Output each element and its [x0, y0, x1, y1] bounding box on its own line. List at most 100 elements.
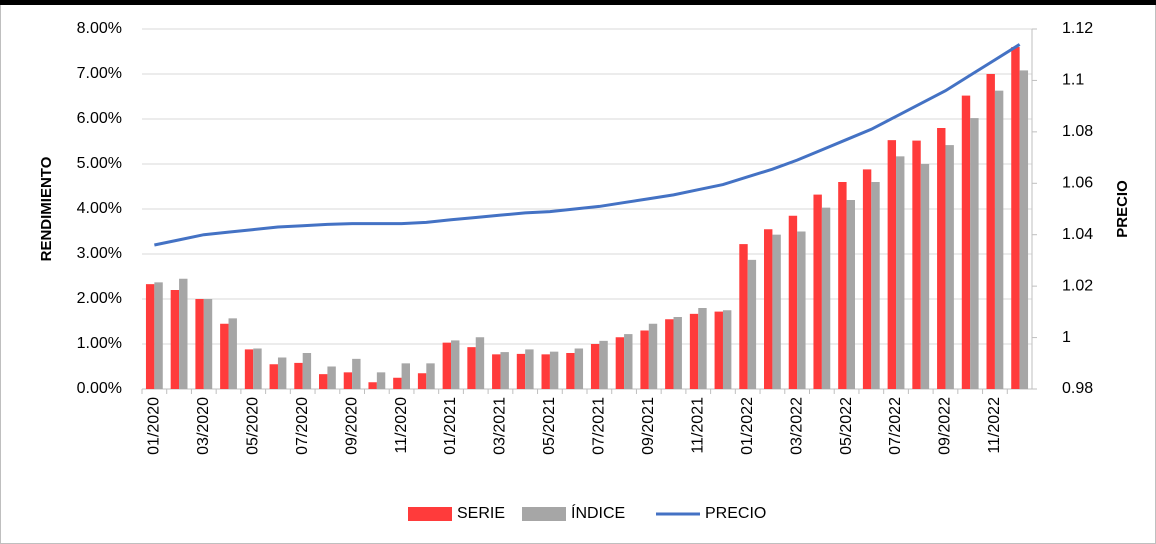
bar — [451, 340, 460, 389]
y2-tick-label: 0.98 — [1062, 380, 1093, 397]
bar — [302, 353, 312, 389]
bar — [475, 337, 485, 389]
y-axis-title: RENDIMIENTO — [38, 156, 55, 261]
bar — [788, 215, 798, 389]
bar — [368, 382, 377, 389]
y2-tick-label: 1 — [1062, 329, 1071, 346]
bar — [277, 357, 287, 389]
x-tick-label: 11/2020 — [393, 397, 410, 454]
bar — [327, 366, 336, 389]
bar — [698, 308, 707, 389]
bar — [492, 354, 501, 389]
bar — [1019, 70, 1029, 390]
bar — [739, 244, 748, 389]
bar — [673, 317, 682, 389]
legend-swatch — [522, 507, 566, 521]
y2-tick-label: 1.1 — [1062, 72, 1084, 89]
bar — [887, 140, 897, 389]
x-tick-label: 09/2021 — [640, 397, 657, 455]
bar — [624, 334, 633, 389]
legend-label: SERIE — [457, 505, 505, 522]
y2-axis-title: PRECIO — [1114, 180, 1131, 238]
y-tick-label: 4.00% — [77, 200, 122, 217]
y-tick-label: 1.00% — [77, 335, 122, 352]
bar — [228, 318, 237, 389]
bar — [871, 182, 880, 389]
bar — [961, 95, 971, 389]
bar — [500, 352, 509, 389]
bar — [912, 140, 921, 389]
y2-tick-label: 1.08 — [1062, 123, 1093, 140]
bar — [294, 362, 303, 389]
bar — [154, 282, 163, 389]
bar — [376, 372, 386, 389]
bar — [994, 90, 1004, 390]
x-tick-label: 09/2022 — [937, 397, 954, 455]
bar — [426, 363, 435, 389]
bar — [343, 372, 353, 389]
y-tick-label: 0.00% — [77, 380, 122, 397]
y2-tick-label: 1.12 — [1062, 20, 1093, 37]
y-tick-label: 7.00% — [77, 65, 122, 82]
bar — [689, 313, 699, 389]
x-tick-label: 11/2021 — [689, 397, 706, 454]
bar — [599, 340, 608, 389]
y-tick-label: 6.00% — [77, 110, 122, 127]
bar — [665, 319, 674, 389]
bar — [747, 259, 757, 389]
bar — [945, 145, 954, 389]
legend-label: PRECIO — [705, 505, 766, 522]
y2-tick-label: 1.06 — [1062, 175, 1093, 192]
bar — [319, 374, 328, 389]
y2-tick-label: 1.02 — [1062, 277, 1093, 294]
bar — [640, 330, 649, 389]
bar — [574, 348, 584, 389]
bar — [244, 349, 254, 389]
x-tick-label: 03/2020 — [195, 397, 212, 455]
bar — [417, 373, 427, 389]
bar — [615, 337, 625, 389]
bar — [549, 351, 559, 389]
bar — [179, 278, 188, 389]
bar — [772, 234, 781, 389]
bar — [516, 353, 526, 389]
legend-label: ÍNDICE — [571, 503, 625, 522]
legend-swatch — [408, 507, 452, 521]
y-tick-label: 5.00% — [77, 155, 122, 172]
bar — [590, 344, 600, 389]
bar — [525, 349, 534, 389]
x-tick-label: 05/2022 — [838, 397, 855, 455]
x-tick-label: 07/2020 — [294, 397, 311, 455]
x-tick-label: 07/2022 — [887, 397, 904, 455]
x-tick-label: 09/2020 — [343, 397, 360, 455]
bar — [846, 200, 855, 389]
bar — [401, 363, 410, 389]
bar — [269, 364, 278, 389]
bar — [813, 194, 822, 389]
bar — [541, 354, 550, 389]
x-tick-label: 01/2022 — [739, 397, 756, 455]
line — [154, 43, 1021, 247]
bar — [467, 347, 476, 389]
bar — [797, 231, 806, 389]
bar — [937, 128, 946, 389]
y-tick-label: 3.00% — [77, 245, 122, 262]
y2-tick-label: 1.04 — [1062, 226, 1093, 243]
bar — [393, 377, 402, 389]
bar — [714, 311, 723, 389]
x-tick-label: 05/2021 — [541, 397, 558, 455]
x-tick-label: 03/2022 — [788, 397, 805, 455]
bar — [442, 342, 452, 389]
bar — [986, 74, 995, 389]
bar — [253, 348, 262, 389]
bar — [722, 310, 732, 389]
bar — [970, 118, 979, 389]
x-tick-label: 01/2021 — [442, 397, 459, 455]
bar — [862, 169, 872, 389]
bar — [195, 299, 204, 389]
bar — [170, 290, 180, 389]
bar — [764, 229, 773, 389]
